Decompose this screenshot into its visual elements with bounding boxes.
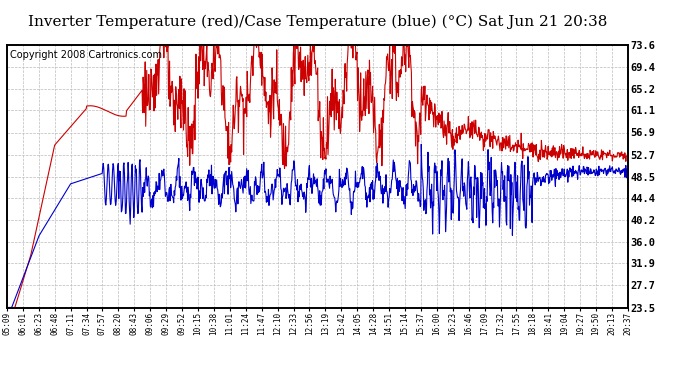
Text: Inverter Temperature (red)/Case Temperature (blue) (°C) Sat Jun 21 20:38: Inverter Temperature (red)/Case Temperat…: [28, 15, 607, 29]
Text: Copyright 2008 Cartronics.com: Copyright 2008 Cartronics.com: [10, 50, 162, 60]
